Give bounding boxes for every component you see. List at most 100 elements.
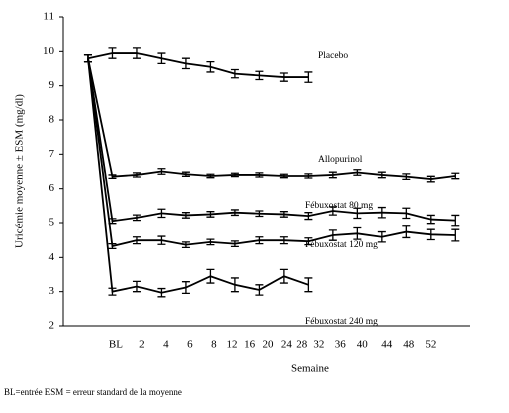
series-label: Allopurinol bbox=[318, 155, 363, 165]
x-tick-label: 48 bbox=[403, 339, 415, 351]
error-bar bbox=[255, 172, 264, 178]
error-bar bbox=[255, 70, 264, 81]
error-bar bbox=[181, 57, 190, 70]
error-bar bbox=[353, 226, 362, 240]
error-bar bbox=[377, 171, 386, 179]
error-bar bbox=[353, 169, 362, 176]
error-bar bbox=[426, 228, 435, 241]
error-bar bbox=[230, 277, 239, 293]
error-bar bbox=[304, 237, 313, 246]
series-label: Fébuxostat 80 mg bbox=[305, 201, 373, 211]
error-bar bbox=[157, 235, 166, 245]
x-tick-label: 8 bbox=[211, 339, 217, 351]
error-bar bbox=[279, 236, 288, 245]
error-bar bbox=[255, 236, 264, 245]
series-line bbox=[87, 58, 456, 180]
x-tick-label: 52 bbox=[425, 339, 436, 351]
error-bar bbox=[206, 211, 215, 218]
error-bar bbox=[451, 228, 460, 242]
x-tick-label: 6 bbox=[187, 339, 193, 351]
y-tick-label: 8 bbox=[49, 114, 55, 126]
series-line bbox=[87, 52, 309, 78]
error-bar bbox=[279, 72, 288, 82]
error-bar bbox=[132, 236, 141, 245]
x-tick-label: 44 bbox=[381, 339, 393, 351]
y-tick-label: 5 bbox=[49, 217, 55, 229]
error-bar bbox=[108, 242, 117, 250]
error-bar bbox=[230, 209, 239, 217]
error-bar bbox=[83, 54, 92, 63]
series-label: Fébuxostat 120 mg bbox=[305, 240, 378, 250]
footnote: BL=entrée ESM = erreur standard de la mo… bbox=[4, 387, 182, 397]
error-bar bbox=[328, 171, 337, 179]
error-bar bbox=[132, 47, 141, 59]
y-tick-label: 3 bbox=[49, 285, 55, 297]
error-bar bbox=[132, 214, 141, 222]
x-tick-label: 16 bbox=[244, 339, 256, 351]
error-bar bbox=[181, 171, 190, 177]
error-bar bbox=[328, 229, 337, 241]
x-tick-label: 2 bbox=[139, 339, 145, 351]
x-axis-label: Semaine bbox=[291, 363, 329, 375]
error-bar bbox=[206, 60, 215, 73]
error-bar bbox=[402, 207, 411, 220]
error-bar bbox=[279, 268, 288, 284]
error-bar bbox=[255, 210, 264, 218]
error-bar bbox=[353, 207, 362, 220]
error-bar bbox=[132, 280, 141, 293]
error-bar bbox=[230, 172, 239, 178]
error-bar bbox=[328, 206, 337, 216]
error-bar bbox=[157, 168, 166, 175]
error-bar bbox=[181, 212, 190, 219]
y-tick-label: 11 bbox=[43, 11, 54, 23]
error-bar bbox=[304, 71, 313, 83]
error-bar bbox=[426, 175, 435, 183]
y-tick-label: 7 bbox=[49, 148, 55, 160]
error-bar bbox=[108, 287, 117, 296]
error-bar bbox=[451, 172, 460, 180]
error-bar bbox=[157, 208, 166, 219]
x-tick-label: 40 bbox=[357, 339, 369, 351]
error-bar bbox=[402, 173, 411, 181]
error-bar bbox=[402, 225, 411, 239]
y-tick-label: 6 bbox=[49, 182, 55, 194]
error-bar bbox=[377, 230, 386, 243]
series-line bbox=[87, 58, 456, 223]
error-bar bbox=[108, 174, 117, 180]
error-bar bbox=[230, 68, 239, 79]
x-tick-label: 20 bbox=[262, 339, 274, 351]
y-tick-label: 9 bbox=[49, 79, 55, 91]
error-bar bbox=[279, 173, 288, 179]
y-axis-label: Uricémie moyenne ± ESM (mg/dl) bbox=[14, 94, 26, 248]
error-bar bbox=[132, 172, 141, 178]
series-label: Placebo bbox=[318, 51, 348, 61]
x-tick-label: 28 bbox=[296, 339, 308, 351]
x-tick-label: 4 bbox=[163, 339, 169, 351]
x-tick-label: 36 bbox=[335, 339, 347, 351]
x-tick-label: 24 bbox=[281, 339, 293, 351]
y-tick-label: 2 bbox=[49, 320, 55, 332]
error-bar bbox=[181, 281, 190, 295]
y-tick-label: 4 bbox=[49, 251, 55, 263]
error-bar bbox=[230, 240, 239, 247]
error-bar bbox=[206, 173, 215, 179]
error-bar bbox=[377, 206, 386, 219]
error-bar bbox=[279, 211, 288, 218]
series-line bbox=[87, 58, 309, 294]
error-bar bbox=[304, 173, 313, 179]
error-bar bbox=[206, 238, 215, 246]
error-bar bbox=[451, 214, 460, 227]
error-bar bbox=[206, 268, 215, 284]
error-bar bbox=[157, 52, 166, 64]
error-bar bbox=[304, 212, 313, 221]
x-tick-label: 32 bbox=[313, 339, 324, 351]
error-bar bbox=[304, 277, 313, 293]
series-label: Fébuxostat 240 mg bbox=[305, 317, 378, 327]
series-line bbox=[87, 58, 456, 248]
error-bar bbox=[108, 47, 117, 59]
error-bar bbox=[255, 284, 264, 296]
error-bar bbox=[426, 214, 435, 225]
x-tick-label: 12 bbox=[226, 339, 237, 351]
y-tick-label: 10 bbox=[43, 45, 55, 57]
